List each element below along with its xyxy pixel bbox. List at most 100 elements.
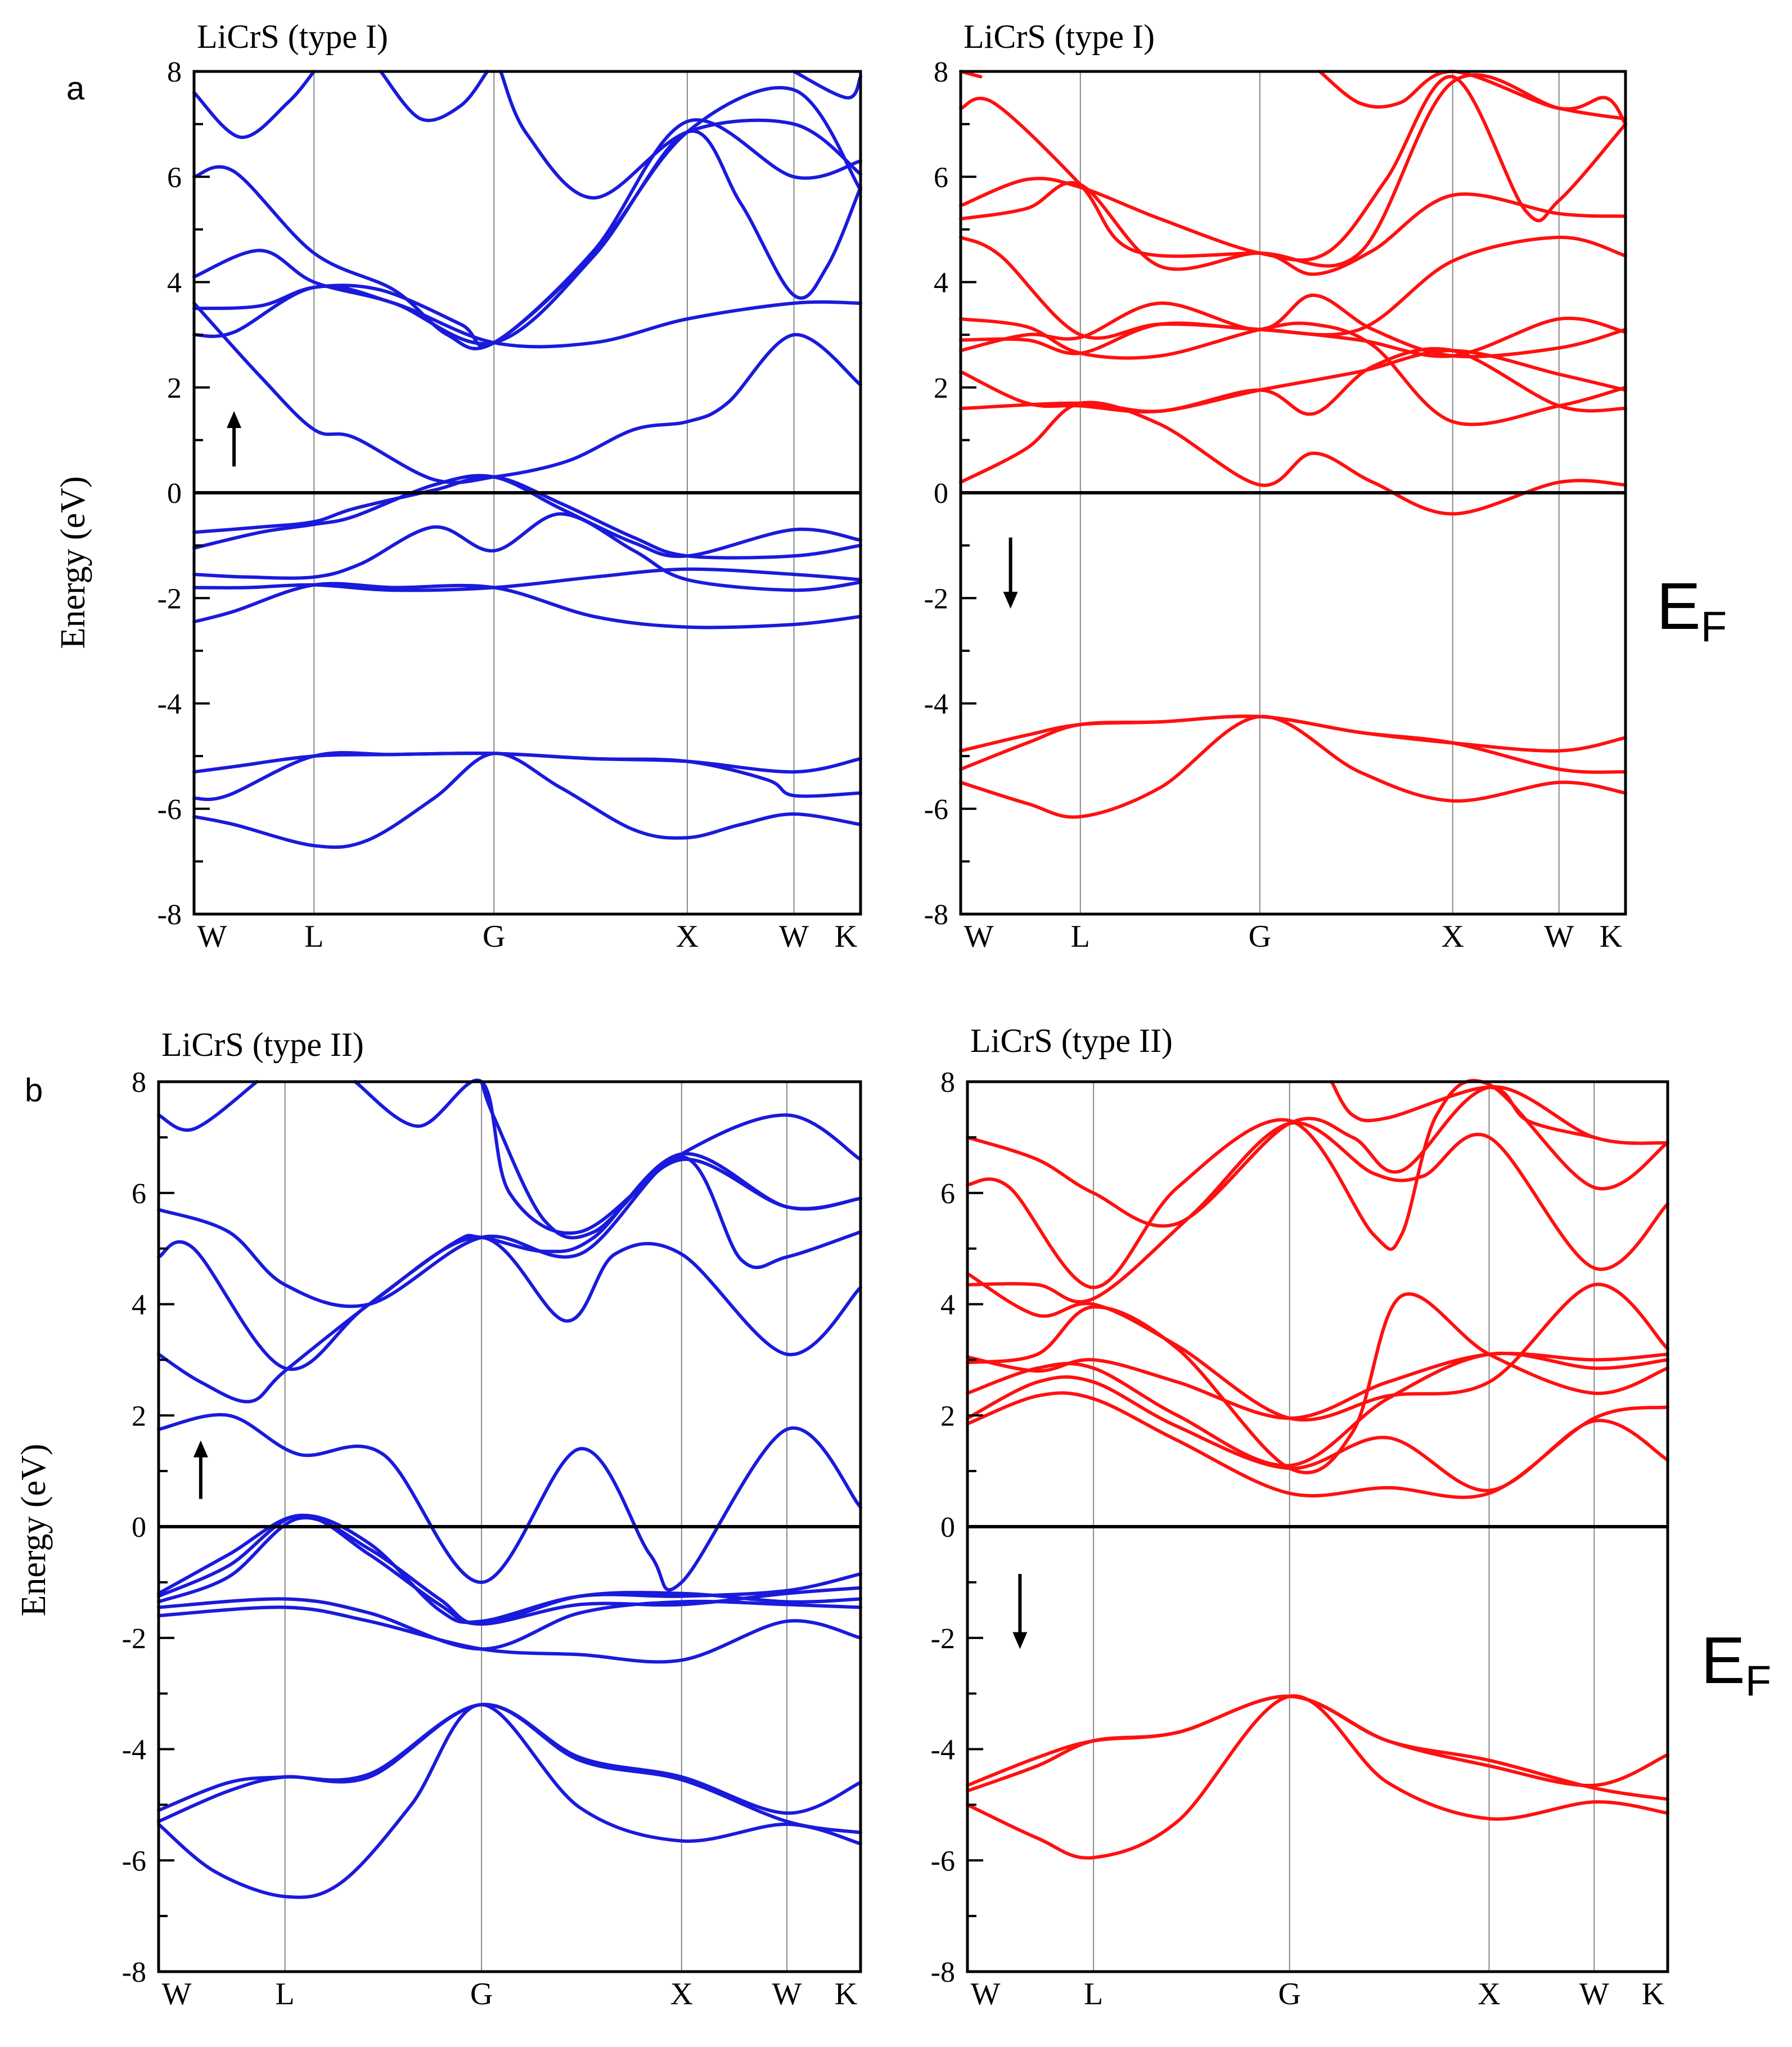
y-tick-label: 0 bbox=[132, 1511, 146, 1544]
band-line bbox=[966, 1292, 1669, 1474]
band-line bbox=[966, 1085, 1669, 1228]
band-line bbox=[480, 1080, 862, 1240]
band-line bbox=[966, 1079, 1669, 1289]
band-line bbox=[959, 75, 1627, 262]
y-tick-label: -2 bbox=[122, 1623, 146, 1655]
kpoint-label: X bbox=[1478, 1977, 1500, 2012]
y-tick-label: 6 bbox=[940, 1178, 955, 1210]
y-tick-label: 2 bbox=[132, 1400, 146, 1432]
y-tick-label: 4 bbox=[934, 267, 948, 299]
kpoint-label: G bbox=[470, 1977, 493, 2012]
band-line bbox=[959, 293, 1627, 358]
y-tick-label: -6 bbox=[931, 1845, 955, 1877]
kpoint-label: X bbox=[670, 1977, 693, 2012]
y-tick-label: 2 bbox=[940, 1400, 955, 1432]
band-line bbox=[379, 70, 489, 123]
band-line bbox=[192, 70, 316, 140]
kpoint-label: L bbox=[1084, 1977, 1103, 2012]
y-tick-label: 4 bbox=[132, 1289, 146, 1321]
y-tick-label: 0 bbox=[940, 1511, 955, 1544]
y-tick-label: 0 bbox=[167, 478, 182, 510]
band-line bbox=[966, 1272, 1669, 1422]
y-tick-label: 4 bbox=[167, 267, 182, 299]
band-line bbox=[192, 86, 862, 350]
band-line bbox=[192, 129, 862, 345]
y-tick-label: 8 bbox=[934, 56, 948, 88]
y-axis-label: Energy (eV) bbox=[54, 476, 92, 649]
band-line bbox=[966, 1694, 1669, 1860]
kpoint-label: W bbox=[964, 919, 994, 954]
kpoint-label: W bbox=[162, 1977, 192, 2012]
plot-title: LiCrS (type I) bbox=[197, 18, 388, 55]
band-line bbox=[157, 1703, 862, 1815]
band-line bbox=[157, 1413, 862, 1592]
arrow-head bbox=[1012, 1632, 1028, 1649]
band-line bbox=[959, 235, 1627, 356]
band-line bbox=[157, 1155, 862, 1308]
y-tick-label: 8 bbox=[132, 1067, 146, 1099]
band-line bbox=[959, 181, 1627, 276]
ef-label-b: EF bbox=[1701, 1623, 1771, 1705]
band-line bbox=[499, 70, 862, 200]
y-tick-label: -8 bbox=[931, 1956, 955, 1988]
kpoint-label: K bbox=[1600, 919, 1622, 954]
kpoint-label: W bbox=[1579, 1977, 1609, 2012]
band-line bbox=[966, 1391, 1669, 1499]
plot-title: LiCrS (type II) bbox=[970, 1022, 1173, 1059]
plot-title: LiCrS (type II) bbox=[161, 1026, 364, 1063]
y-tick-label: -4 bbox=[931, 1734, 955, 1766]
kpoint-label: G bbox=[1249, 919, 1271, 954]
kpoint-label: X bbox=[1441, 919, 1464, 954]
y-tick-label: 2 bbox=[167, 372, 182, 404]
kpoint-label: K bbox=[835, 919, 857, 954]
plot-title: LiCrS (type I) bbox=[963, 18, 1155, 55]
band-line bbox=[959, 235, 1627, 358]
y-tick-label: -4 bbox=[122, 1734, 146, 1766]
band-line bbox=[157, 1703, 862, 1899]
band-line bbox=[966, 1694, 1669, 1788]
ef-label-a: EF bbox=[1656, 569, 1727, 651]
kpoint-label: G bbox=[483, 919, 505, 954]
y-tick-label: 0 bbox=[934, 478, 948, 510]
panel-label-a: a bbox=[66, 70, 85, 107]
band-line bbox=[157, 1513, 862, 1624]
band-line bbox=[157, 1605, 862, 1664]
y-tick-label: -6 bbox=[157, 794, 182, 826]
spin-up-arrow bbox=[227, 411, 242, 467]
kpoint-label: L bbox=[276, 1977, 295, 2012]
kpoint-label: K bbox=[1642, 1977, 1664, 2012]
spin-up-arrow bbox=[193, 1440, 208, 1499]
kpoint-label: K bbox=[835, 1977, 857, 2012]
band-line bbox=[157, 1703, 862, 1834]
band-line bbox=[192, 751, 862, 802]
y-tick-label: 8 bbox=[940, 1067, 955, 1099]
band-line bbox=[792, 70, 862, 100]
y-axis-label: Energy (eV) bbox=[15, 1443, 53, 1616]
arrow-head bbox=[193, 1440, 208, 1457]
y-tick-label: 8 bbox=[167, 56, 182, 88]
y-tick-label: 4 bbox=[940, 1289, 955, 1321]
band-line bbox=[192, 475, 862, 560]
band-line bbox=[192, 567, 862, 592]
kpoint-label: W bbox=[971, 1977, 1001, 2012]
y-tick-label: -2 bbox=[924, 583, 948, 615]
y-tick-label: -2 bbox=[157, 583, 182, 615]
y-tick-label: 6 bbox=[132, 1178, 146, 1210]
y-tick-label: -8 bbox=[157, 899, 182, 931]
y-tick-label: -8 bbox=[924, 899, 948, 931]
kpoint-label: W bbox=[197, 919, 227, 954]
y-tick-label: -6 bbox=[122, 1845, 146, 1877]
y-tick-label: -6 bbox=[924, 794, 948, 826]
y-tick-label: -2 bbox=[931, 1623, 955, 1655]
kpoint-label: L bbox=[1071, 919, 1090, 954]
band-line bbox=[157, 1597, 862, 1651]
plot-b-spin-up: LiCrS (type II) Energy (eV) 8 6 4 2 0 -2 -4 -6 -… bbox=[15, 1026, 862, 2012]
plot-a-spin-up: LiCrS (type I) Energy (eV) 8 6 4 2 0 -2 -4 -6 -8… bbox=[54, 18, 862, 954]
band-line bbox=[192, 284, 862, 349]
